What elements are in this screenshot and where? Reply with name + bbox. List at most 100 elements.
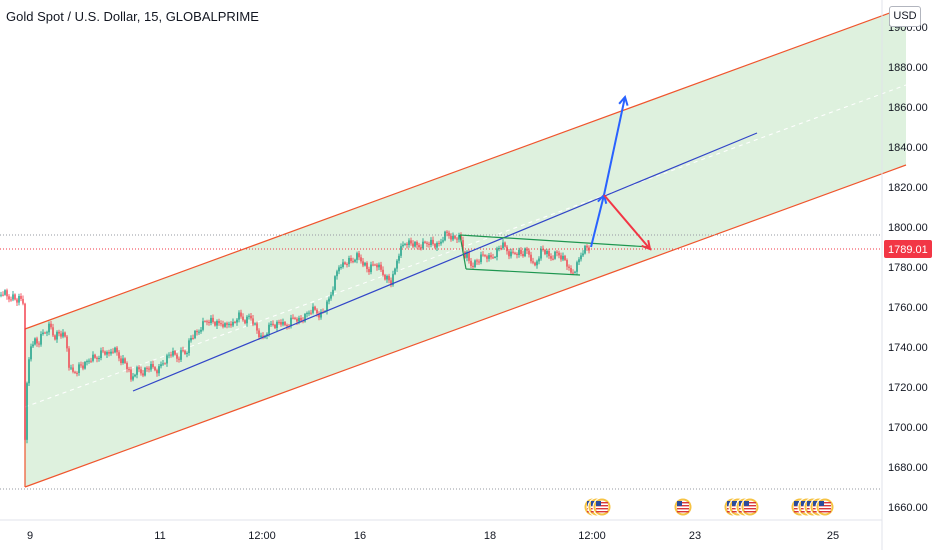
candle-body [310, 312, 312, 314]
candle-body [482, 254, 484, 256]
candle-body [408, 240, 410, 245]
candle-body [56, 331, 58, 340]
projection-arrow-head-2 [641, 239, 652, 251]
candle-body [456, 238, 458, 240]
candle-body [584, 245, 586, 254]
candle-body [394, 268, 396, 275]
y-tick-label: 1760.00 [888, 302, 928, 314]
candle-body [64, 332, 66, 337]
candle-body [252, 318, 254, 325]
candle-body [44, 332, 46, 334]
candle-body [470, 260, 472, 266]
y-tick-label: 1680.00 [888, 462, 928, 474]
candle-body [296, 318, 298, 322]
candle-body [34, 338, 36, 345]
candle-body [444, 231, 446, 241]
candle-body [8, 296, 10, 300]
candle-body [282, 322, 284, 325]
candle-body [422, 241, 424, 249]
last-price-tag: 1789.01 [884, 239, 932, 258]
candle-body [154, 367, 156, 371]
candle-body [434, 244, 436, 248]
candle-body [528, 250, 530, 255]
candle-body [518, 249, 520, 255]
us-flag-icon[interactable] [592, 497, 612, 517]
candle-body [344, 262, 346, 264]
y-tick-label: 1800.00 [888, 222, 928, 234]
candle-body [492, 257, 494, 259]
candle-body [538, 258, 540, 262]
candle-body [218, 321, 220, 324]
y-tick-label: 1820.00 [888, 182, 928, 194]
candle-body [566, 260, 568, 267]
candle-body [232, 321, 234, 326]
candle-body [570, 268, 572, 273]
candle-body [68, 348, 70, 368]
candle-body [152, 364, 154, 368]
candle-body [144, 367, 146, 376]
candle-body [84, 362, 86, 369]
candle-body [328, 298, 330, 302]
candle-body [2, 294, 4, 296]
candle-body [508, 251, 510, 257]
candle-body [124, 358, 126, 363]
candle-body [506, 246, 508, 252]
candle-body [440, 241, 442, 244]
candle-body [352, 261, 354, 263]
flag-stripe [744, 508, 756, 510]
wedge-upper-line [459, 234, 651, 248]
candle-body [468, 251, 470, 261]
candle-body [414, 242, 416, 247]
candle-body [38, 343, 40, 345]
candle-body [50, 323, 52, 328]
flag-stripe [819, 502, 831, 504]
candle-body [478, 261, 480, 263]
candle-body [236, 319, 238, 323]
candle-body [36, 338, 38, 344]
candle-body [192, 338, 194, 339]
x-tick-label: 25 [827, 530, 839, 542]
candle-body [526, 248, 528, 251]
currency-button[interactable]: USD [889, 6, 921, 27]
candle-body [524, 248, 526, 257]
candle-body [354, 259, 356, 262]
candle-body [376, 264, 378, 268]
candle-body [272, 323, 274, 325]
candle-body [230, 323, 232, 326]
candle-body [476, 260, 478, 262]
x-tick-label: 18 [484, 530, 496, 542]
horizontal-price-lines [0, 234, 882, 490]
candle-body [572, 272, 574, 274]
us-flag-icon[interactable] [815, 497, 835, 517]
candle-body [80, 364, 82, 366]
candle-body [14, 294, 16, 300]
candle-body [146, 367, 148, 369]
candle-body [372, 264, 374, 266]
economic-events [583, 497, 835, 517]
candle-body [342, 262, 344, 267]
flag-stripe [677, 502, 689, 504]
candle-body [10, 299, 12, 301]
candle-body [340, 267, 342, 268]
candle-body [388, 275, 390, 281]
x-tick-label: 23 [689, 530, 701, 542]
candle-body [300, 317, 302, 321]
candle-body [22, 298, 24, 304]
candle-body [544, 250, 546, 255]
candle-body [512, 251, 514, 253]
candle-body [88, 360, 90, 362]
candle-body [294, 317, 296, 319]
candle-body [194, 331, 196, 339]
candle-body [398, 255, 400, 261]
candle-body [100, 350, 102, 358]
us-flag-icon[interactable] [673, 497, 693, 517]
candle-body [150, 364, 152, 370]
price-tag-background [884, 239, 932, 258]
candle-body [450, 235, 452, 240]
candle-body [6, 290, 8, 297]
candle-body [20, 296, 22, 299]
candle-body [200, 329, 202, 332]
us-flag-icon[interactable] [740, 497, 760, 517]
candle-body [404, 243, 406, 245]
